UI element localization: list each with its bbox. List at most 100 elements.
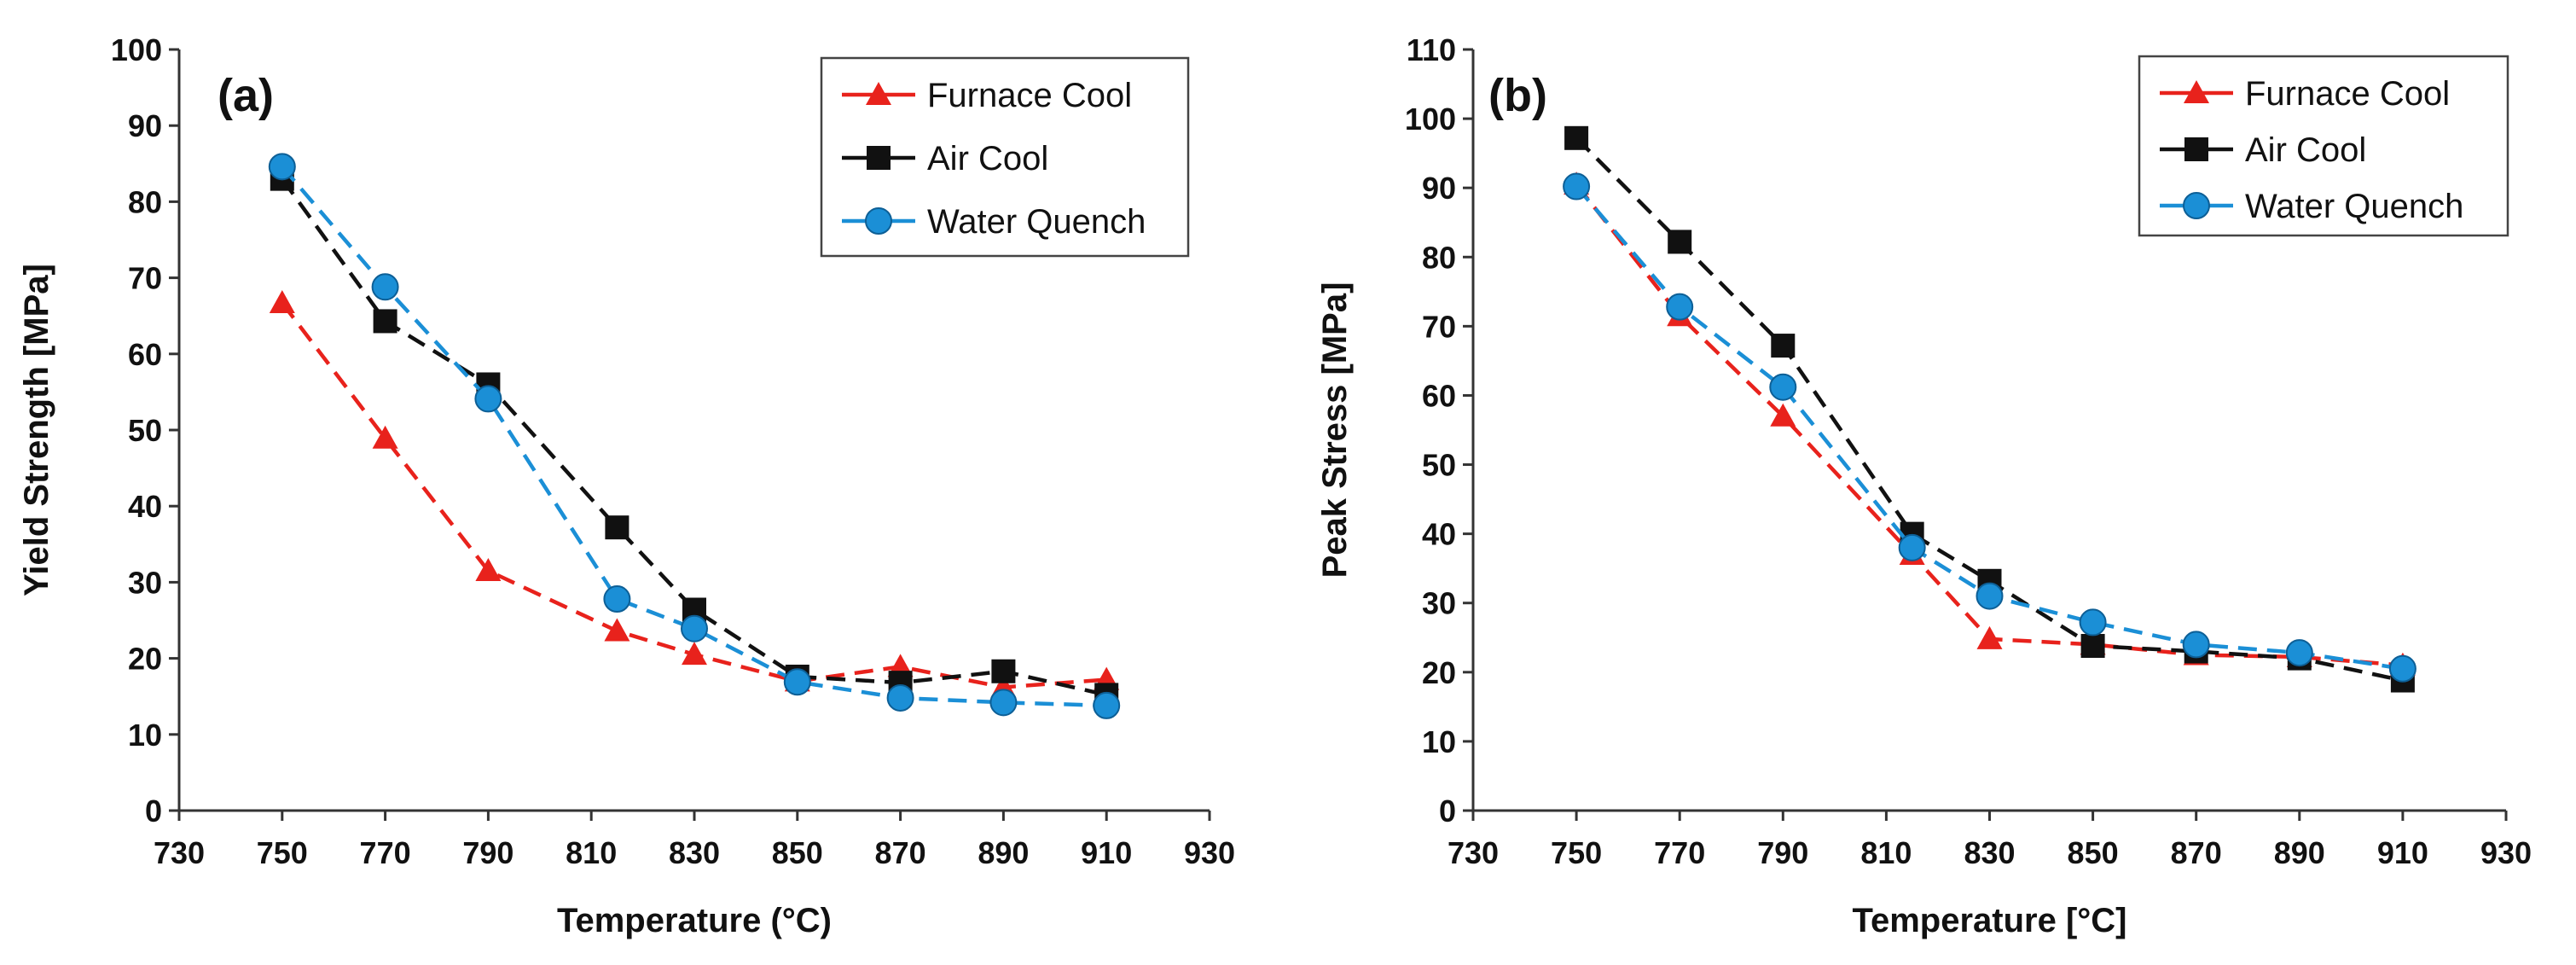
panel-a-legend-label: Furnace Cool <box>927 77 1132 114</box>
panel-a-point-air-cool <box>991 659 1016 683</box>
panel-a-point-furnace-cool <box>475 558 502 582</box>
panel-b-label: (b) <box>1488 70 1547 121</box>
panel-b-y-tick-label: 100 <box>1405 102 1456 137</box>
panel-a-point-water-quench <box>783 668 811 696</box>
panel-a-x-tick-label: 910 <box>1081 835 1132 870</box>
panel-b-y-tick-label: 60 <box>1422 378 1456 413</box>
panel-b-x-tick-label: 810 <box>1860 835 1912 870</box>
panel-b-y-tick-label: 0 <box>1439 794 1456 828</box>
panel-b-y-tick-label: 110 <box>1407 32 1456 67</box>
panel-b-x-tick-label: 750 <box>1551 835 1602 870</box>
panel-b-legend-label: Furnace Cool <box>2245 75 2450 113</box>
panel-b-point-water-quench <box>2285 639 2313 667</box>
panel-a-series-line-air-cool <box>280 177 1107 697</box>
panel-a-point-furnace-cool <box>372 425 398 449</box>
panel-a-y-axis-title: Yield Strength [MPa] <box>18 264 55 596</box>
panel-b-legend-label: Water Quench <box>2245 188 2463 225</box>
panel-a-y-tick-label: 50 <box>128 413 162 448</box>
panel-a-point-furnace-cool <box>269 290 295 314</box>
panel-b-point-water-quench <box>1666 293 1694 321</box>
panel-b-y-tick-label: 80 <box>1422 240 1456 275</box>
panel-a-x-tick-label: 890 <box>978 835 1029 870</box>
panel-a-point-water-quench <box>989 689 1018 717</box>
panel-a-y-tick-label: 80 <box>128 184 162 219</box>
panel-b-y-axis-title: Peak Stress [MPa] <box>1316 282 1354 578</box>
panel-a-point-air-cool <box>373 309 397 334</box>
panel-a-x-tick-label: 810 <box>566 835 617 870</box>
panel-a-legend-marker <box>867 146 891 170</box>
panel-a-point-furnace-cool <box>682 642 707 666</box>
panel-b-legend-label: Air Cool <box>2245 131 2366 169</box>
panel-a-y-tick-label: 90 <box>128 108 162 143</box>
panel-a-y-tick-label: 20 <box>128 642 162 677</box>
panel-b-y-tick-label: 90 <box>1422 171 1456 206</box>
panel-a-point-water-quench <box>474 385 502 413</box>
panel-b-point-air-cool <box>2080 634 2105 659</box>
panel-a-point-water-quench <box>268 153 296 181</box>
panel-b-x-tick-label: 770 <box>1654 835 1705 870</box>
panel-b-point-furnace-cool <box>1770 403 1796 427</box>
panel-a-x-tick-label: 790 <box>462 835 513 870</box>
panel-a-point-water-quench <box>603 585 631 613</box>
panel-a-legend-label: Water Quench <box>927 203 1146 241</box>
panel-b-point-water-quench <box>1898 533 1926 561</box>
panel-a-y-tick-label: 100 <box>111 32 162 67</box>
panel-b-point-water-quench <box>1769 373 1797 401</box>
panel-a-series-line-water-quench <box>281 165 1107 708</box>
panel-a-x-tick-label: 850 <box>772 835 823 870</box>
panel-b-legend-marker <box>2184 80 2209 103</box>
panel-b-x-axis-title: Temperature [°C] <box>1853 902 2127 939</box>
panel-b-y-tick-label: 10 <box>1422 724 1456 759</box>
panel-b-point-air-cool <box>1564 125 1589 150</box>
panel-b-point-water-quench <box>2079 608 2107 637</box>
panel-a-label: (a) <box>218 70 274 121</box>
panel-b-legend-marker <box>2183 192 2210 219</box>
panel-a-y-tick-label: 30 <box>128 565 162 600</box>
panel-b-x-tick-label: 730 <box>1448 835 1499 870</box>
panel-a-x-tick-label: 830 <box>669 835 720 870</box>
panel-a-legend-marker <box>866 82 891 105</box>
panel-b-point-water-quench <box>1976 582 2004 610</box>
panel-a-legend-label: Air Cool <box>927 140 1048 177</box>
panel-a-y-tick-label: 40 <box>128 489 162 524</box>
panel-b-point-water-quench <box>2182 631 2210 659</box>
panel-b-x-tick-label: 830 <box>1964 835 2015 870</box>
panel-b-point-water-quench <box>2388 654 2416 683</box>
panel-a-y-tick-label: 70 <box>128 261 162 296</box>
panel-b-x-tick-label: 870 <box>2171 835 2222 870</box>
panel-a-legend-marker <box>865 207 892 235</box>
panel-b-y-tick-label: 20 <box>1422 655 1456 690</box>
panel-a-x-tick-label: 750 <box>257 835 308 870</box>
panel-b-x-tick-label: 890 <box>2274 835 2325 870</box>
panel-a-point-air-cool <box>605 515 629 540</box>
panel-b-x-tick-label: 930 <box>2480 835 2532 870</box>
panel-b-point-furnace-cool <box>1976 625 2003 649</box>
chart-panel-b: 0 10 20 30 40 50 60 70 80 90 100 110 730 750 770 790 810… <box>1316 32 2532 939</box>
panel-a-y-tick-label: 0 <box>145 794 162 828</box>
panel-b-point-air-cool <box>1668 230 1692 254</box>
panel-a-x-tick-label: 930 <box>1184 835 1235 870</box>
panel-b-legend-marker <box>2184 137 2208 161</box>
panel-b-point-air-cool <box>1771 334 1796 358</box>
panel-a-point-furnace-cool <box>604 618 630 642</box>
chart-panel-a: 0 10 20 30 40 50 60 70 80 90 100 730 750 770 790 810 830… <box>18 32 1235 939</box>
panel-a-point-water-quench <box>886 683 914 712</box>
panel-a-x-tick-label: 770 <box>360 835 411 870</box>
panel-a-y-tick-label: 10 <box>128 718 162 753</box>
panel-a-x-tick-label: 730 <box>154 835 205 870</box>
panel-a-point-water-quench <box>1093 691 1121 719</box>
panel-b-x-tick-label: 910 <box>2377 835 2428 870</box>
panel-b-y-tick-label: 40 <box>1422 517 1456 552</box>
panel-a-point-water-quench <box>681 614 708 642</box>
panel-b-y-tick-label: 50 <box>1422 448 1456 483</box>
panel-a-x-axis-title: Temperature (°C) <box>557 902 832 939</box>
panel-b-x-tick-label: 850 <box>2068 835 2119 870</box>
panel-b-y-tick-label: 70 <box>1422 309 1456 344</box>
panel-a-point-water-quench <box>371 273 399 301</box>
panel-b-point-water-quench <box>1563 172 1591 201</box>
panel-a-x-tick-label: 870 <box>875 835 926 870</box>
panel-b-y-tick-label: 30 <box>1422 586 1456 621</box>
panel-a-y-tick-label: 60 <box>128 337 162 372</box>
panel-b-x-tick-label: 790 <box>1757 835 1808 870</box>
